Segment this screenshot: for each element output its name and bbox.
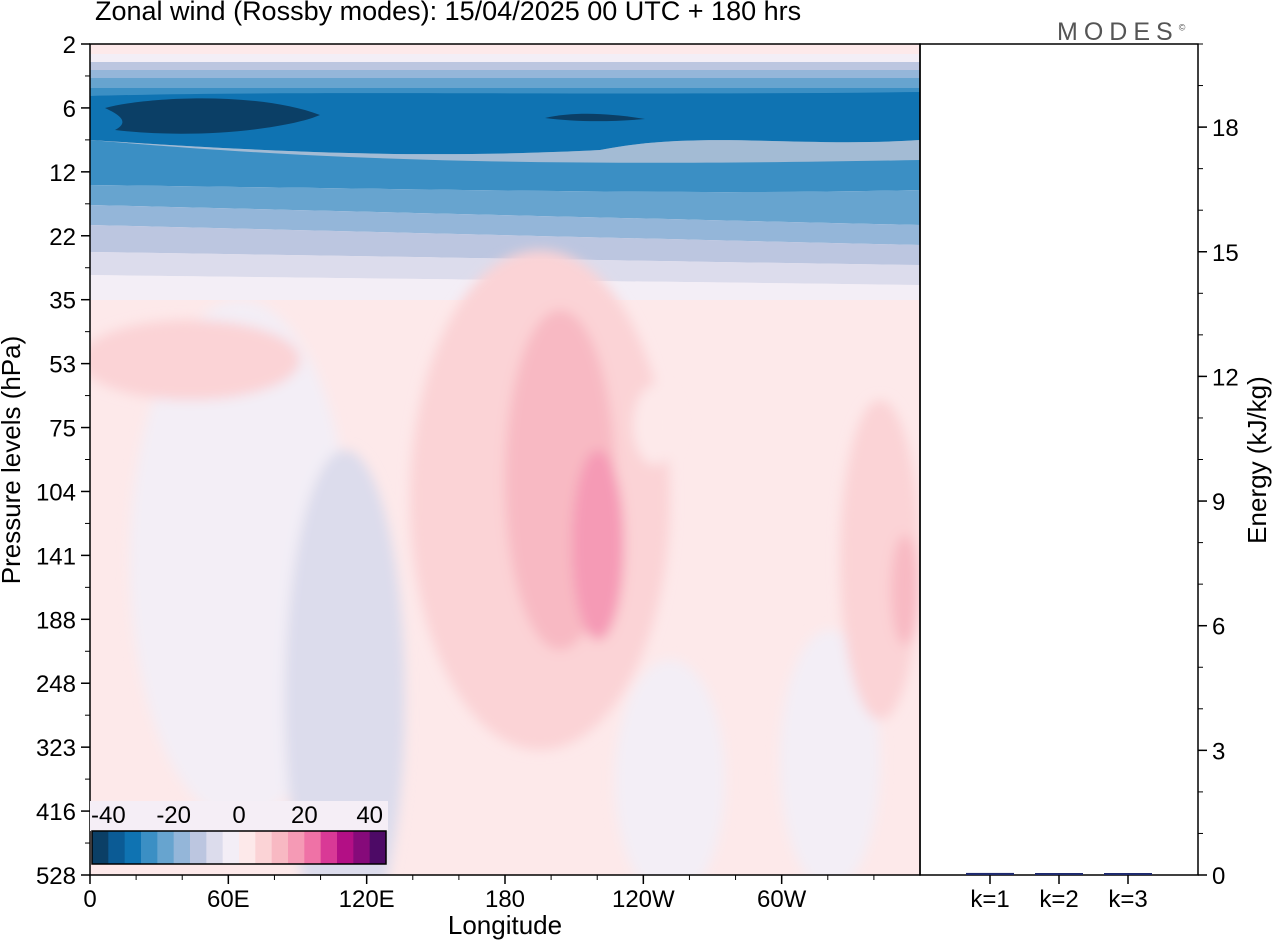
colorbar-swatch — [304, 831, 322, 864]
heatmap-field — [90, 44, 920, 875]
colorbar-swatch — [206, 831, 224, 864]
y-tick-label: 188 — [36, 607, 76, 634]
energy-axis-label: Energy (kJ/kg) — [1242, 376, 1272, 544]
y-tick-label: 323 — [36, 735, 76, 762]
colorbar-swatch — [337, 831, 354, 864]
colorbar-swatch — [157, 831, 175, 864]
energy-tick-label: 15 — [1212, 240, 1239, 267]
x-tick-label: 0 — [83, 886, 96, 913]
energy-bars: k=1 k=2 k=3 — [966, 872, 1152, 913]
bar-frame — [919, 43, 1199, 876]
y-tick-label: 12 — [49, 160, 76, 187]
colorbar-frame — [91, 830, 387, 865]
y-tick-label: 35 — [49, 288, 76, 315]
colorbar-label: -40 — [91, 802, 126, 829]
energy-bar — [1035, 873, 1083, 875]
y-tick-label: 104 — [36, 479, 76, 506]
colorbar-swatch — [239, 831, 256, 864]
energy-axis: 0 3 6 9 12 15 18 — [1198, 43, 1239, 890]
y-tick-label: 528 — [36, 863, 76, 890]
x-axis-label: Longitude — [448, 910, 562, 940]
energy-tick-label: 18 — [1212, 115, 1239, 142]
x-tick-label: 60E — [207, 886, 250, 913]
x-tick-label: 180 — [485, 886, 525, 913]
energy-tick-label: 3 — [1212, 738, 1225, 765]
y-axis-label: Pressure levels (hPa) — [0, 336, 26, 585]
x-tick-label: 60W — [757, 886, 807, 913]
colorbar-swatch — [271, 831, 289, 864]
energy-tick-label: 12 — [1212, 364, 1239, 391]
energy-bar — [1104, 873, 1152, 875]
y-tick-label: 248 — [36, 671, 76, 698]
bar-category-label: k=1 — [970, 886, 1009, 913]
x-axis: 0 60E 120E 180 120W 60W — [83, 875, 875, 913]
colorbar-swatch — [353, 831, 371, 864]
colorbar-swatch — [369, 831, 387, 864]
colorbar-swatch — [92, 831, 109, 864]
chart-title: Zonal wind (Rossby modes): 15/04/2025 00… — [95, 0, 802, 26]
bar-category-label: k=3 — [1108, 886, 1147, 913]
colorbar: -40 -20 0 20 40 — [90, 801, 388, 865]
colorbar-swatch — [222, 831, 240, 864]
energy-tick-label: 0 — [1212, 863, 1225, 890]
energy-bar — [966, 872, 1014, 875]
colorbar-swatch — [288, 831, 305, 864]
colorbar-swatch — [173, 831, 191, 864]
colorbar-swatch — [141, 831, 158, 864]
y-tick-label: 53 — [49, 352, 76, 379]
colorbar-label: -20 — [156, 802, 191, 829]
colorbar-swatch — [320, 831, 338, 864]
y-axis: 2 6 12 22 35 53 75 104 141 188 248 323 416 528 — [36, 32, 90, 890]
y-tick-label: 2 — [63, 32, 76, 59]
x-tick-label: 120E — [339, 886, 395, 913]
y-tick-label: 75 — [49, 416, 76, 443]
colorbar-swatch — [108, 831, 126, 864]
y-tick-label: 22 — [49, 224, 76, 251]
colorbar-swatch — [255, 831, 273, 864]
y-tick-label: 416 — [36, 799, 76, 826]
colorbar-label: 0 — [232, 802, 245, 829]
colorbar-swatch — [124, 831, 142, 864]
y-tick-label: 141 — [36, 543, 76, 570]
bar-category-label: k=2 — [1039, 886, 1078, 913]
colorbar-label: 20 — [291, 802, 318, 829]
x-tick-label: 120W — [612, 886, 675, 913]
colorbar-label: 40 — [356, 802, 383, 829]
colorbar-label-backdrop — [90, 801, 388, 831]
y-tick-label: 6 — [63, 96, 76, 123]
modes-logo: MODES© — [1057, 18, 1186, 46]
energy-tick-label: 9 — [1212, 489, 1225, 516]
colorbar-swatch — [190, 831, 207, 864]
energy-tick-label: 6 — [1212, 614, 1225, 641]
